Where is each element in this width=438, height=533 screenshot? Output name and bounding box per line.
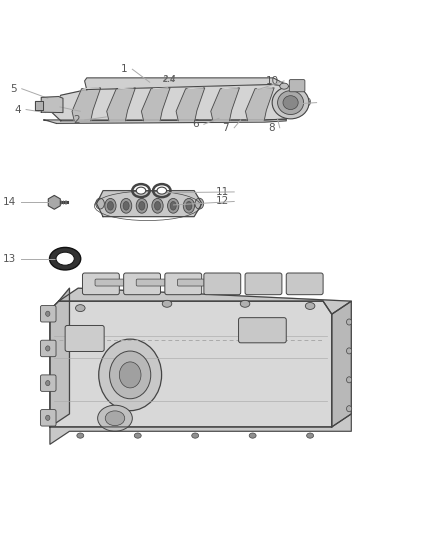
Polygon shape — [141, 88, 170, 121]
FancyBboxPatch shape — [177, 279, 212, 286]
FancyBboxPatch shape — [289, 79, 305, 92]
Polygon shape — [72, 88, 101, 121]
Ellipse shape — [162, 300, 172, 307]
FancyBboxPatch shape — [82, 273, 119, 295]
Text: 13: 13 — [3, 254, 16, 264]
Polygon shape — [245, 88, 274, 121]
Polygon shape — [43, 119, 286, 124]
FancyBboxPatch shape — [136, 279, 171, 286]
Ellipse shape — [120, 198, 132, 213]
Text: 8: 8 — [268, 123, 275, 133]
Ellipse shape — [95, 198, 104, 209]
Ellipse shape — [195, 198, 204, 209]
Polygon shape — [52, 84, 295, 121]
Ellipse shape — [107, 201, 113, 210]
Ellipse shape — [186, 201, 192, 210]
FancyBboxPatch shape — [165, 273, 202, 295]
Polygon shape — [59, 288, 351, 314]
Ellipse shape — [278, 91, 304, 115]
Ellipse shape — [119, 362, 141, 388]
Ellipse shape — [346, 319, 352, 325]
Ellipse shape — [49, 247, 81, 270]
Ellipse shape — [152, 198, 163, 213]
Polygon shape — [50, 301, 332, 427]
FancyBboxPatch shape — [239, 318, 286, 343]
Polygon shape — [35, 101, 42, 110]
FancyBboxPatch shape — [40, 375, 56, 391]
Polygon shape — [41, 96, 63, 112]
FancyBboxPatch shape — [65, 326, 104, 351]
Ellipse shape — [123, 201, 129, 210]
FancyBboxPatch shape — [40, 305, 56, 322]
Ellipse shape — [46, 381, 50, 386]
FancyBboxPatch shape — [95, 279, 130, 286]
Ellipse shape — [56, 252, 74, 265]
Ellipse shape — [192, 433, 199, 438]
Ellipse shape — [346, 348, 352, 354]
Polygon shape — [96, 191, 202, 216]
Ellipse shape — [280, 83, 288, 89]
Ellipse shape — [346, 406, 352, 412]
Text: 2.4: 2.4 — [162, 75, 176, 84]
Ellipse shape — [136, 198, 148, 213]
FancyBboxPatch shape — [245, 273, 282, 295]
Ellipse shape — [272, 86, 309, 119]
Text: 7: 7 — [223, 123, 229, 133]
Ellipse shape — [155, 201, 161, 210]
Ellipse shape — [346, 377, 352, 383]
Polygon shape — [85, 78, 284, 90]
Ellipse shape — [46, 346, 50, 351]
Ellipse shape — [98, 405, 132, 431]
Ellipse shape — [136, 187, 146, 194]
FancyBboxPatch shape — [40, 409, 56, 426]
Ellipse shape — [75, 305, 85, 312]
Polygon shape — [332, 301, 351, 427]
Text: 3: 3 — [48, 102, 55, 112]
FancyBboxPatch shape — [40, 340, 56, 357]
FancyBboxPatch shape — [204, 273, 241, 295]
Ellipse shape — [110, 351, 151, 399]
Text: 4: 4 — [14, 104, 21, 115]
FancyBboxPatch shape — [286, 273, 323, 295]
Ellipse shape — [139, 201, 145, 210]
Ellipse shape — [46, 415, 50, 421]
Text: 1: 1 — [120, 64, 127, 74]
Ellipse shape — [283, 95, 298, 110]
Ellipse shape — [157, 187, 166, 194]
Polygon shape — [50, 288, 70, 427]
Polygon shape — [50, 414, 351, 445]
Ellipse shape — [168, 198, 179, 213]
Text: 14: 14 — [3, 197, 16, 207]
Ellipse shape — [249, 433, 256, 438]
Ellipse shape — [305, 303, 315, 310]
Ellipse shape — [240, 300, 250, 307]
Ellipse shape — [77, 433, 84, 438]
Polygon shape — [211, 88, 240, 121]
Text: 5: 5 — [10, 84, 17, 94]
Ellipse shape — [46, 311, 50, 317]
Text: 10: 10 — [266, 76, 279, 86]
Ellipse shape — [134, 433, 141, 438]
Text: 2: 2 — [73, 115, 79, 125]
Ellipse shape — [183, 198, 194, 213]
Ellipse shape — [105, 411, 125, 426]
Ellipse shape — [99, 339, 162, 410]
Text: 9: 9 — [305, 98, 311, 108]
Text: 12: 12 — [216, 197, 229, 206]
FancyBboxPatch shape — [124, 273, 160, 295]
Ellipse shape — [307, 433, 314, 438]
Polygon shape — [107, 88, 135, 121]
Polygon shape — [176, 88, 205, 121]
Ellipse shape — [170, 201, 176, 210]
Ellipse shape — [105, 198, 116, 213]
Text: 6: 6 — [192, 119, 199, 130]
Text: 11: 11 — [216, 187, 229, 197]
